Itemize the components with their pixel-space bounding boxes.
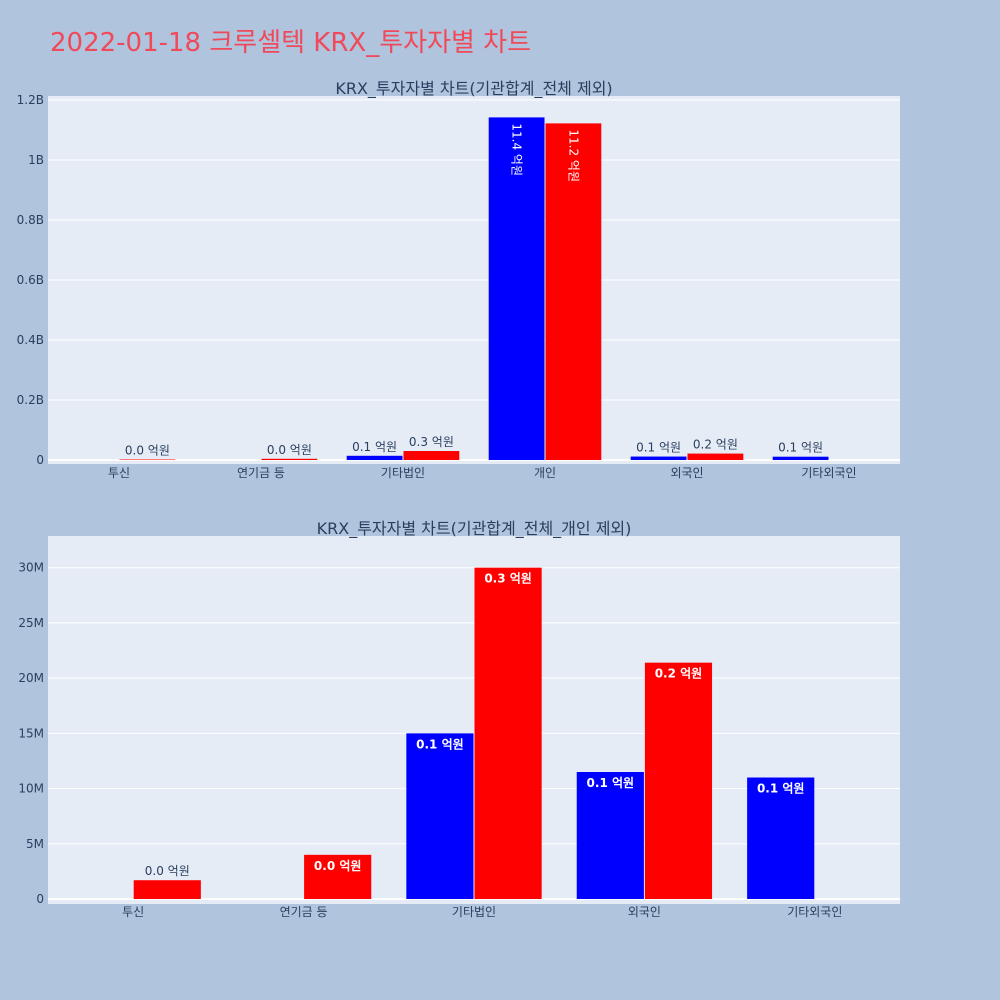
x-tick-label: 기타외국인 xyxy=(801,466,856,480)
x-tick-label: 기타법인 xyxy=(381,466,425,480)
x-tick-label: 투신 xyxy=(122,905,144,919)
blue-bar xyxy=(630,456,687,460)
bar-data-label: 0.1 억원 xyxy=(416,737,464,751)
blue-bar xyxy=(488,117,545,461)
red-bar xyxy=(474,567,542,899)
red-bar xyxy=(545,123,602,461)
red-bar xyxy=(133,880,201,899)
blue-bar xyxy=(772,456,829,460)
bar-data-label: 0.2 억원 xyxy=(655,667,703,681)
chart-subtitle: KRX_투자자별 차트(기관합계_전체 제외) xyxy=(335,79,612,99)
bar-data-label: 0.3 억원 xyxy=(409,435,454,449)
y-tick-label: 30M xyxy=(18,561,44,575)
blue-bar xyxy=(747,777,815,899)
bar-data-label: 0.1 억원 xyxy=(778,441,823,455)
blue-bar xyxy=(576,771,644,899)
lower-bar-chart: 0 5M 10M 15M 20M 25M 30M KRX_투자자별 차트(기관합계_전체_개인… xyxy=(18,519,900,919)
bar-data-label: 0.2 억원 xyxy=(693,438,738,452)
red-bar xyxy=(304,854,372,899)
blue-bar xyxy=(406,733,474,899)
bar-data-label: 11.2 억원 xyxy=(566,129,580,182)
bar-data-label: 0.0 억원 xyxy=(267,443,312,457)
x-tick-label: 기타법인 xyxy=(452,905,496,919)
bar-data-label: 0.1 억원 xyxy=(757,782,805,796)
page-title: 2022-01-18 크루셀텍 KRX_투자자별 차트 xyxy=(50,28,532,58)
red-bar xyxy=(403,451,460,460)
red-bar xyxy=(687,453,744,460)
y-tick-label: 0 xyxy=(36,892,44,906)
bar-data-label: 0.0 억원 xyxy=(145,864,190,878)
x-tick-label: 연기금 등 xyxy=(237,466,285,480)
y-tick-label: 10M xyxy=(18,782,44,796)
x-tick-label: 외국인 xyxy=(628,905,661,919)
y-tick-label: 15M xyxy=(18,726,44,740)
y-tick-label: 0 xyxy=(36,453,44,467)
bar-data-label: 0.0 억원 xyxy=(125,443,170,457)
y-tick-label: 25M xyxy=(18,616,44,630)
y-tick-label: 0.6B xyxy=(17,273,44,287)
y-tick-label: 1.2B xyxy=(17,93,44,107)
x-tick-label: 기타외국인 xyxy=(787,905,842,919)
bar-data-label: 0.1 억원 xyxy=(587,776,635,790)
y-tick-label: 20M xyxy=(18,671,44,685)
chart-subtitle: KRX_투자자별 차트(기관합계_전체_개인 제외) xyxy=(317,519,632,539)
y-tick-label: 5M xyxy=(26,837,44,851)
x-tick-label: 외국인 xyxy=(670,466,703,480)
x-tick-label: 투신 xyxy=(108,466,130,480)
red-bar xyxy=(644,662,713,899)
bar-data-label: 11.4 억원 xyxy=(510,123,524,176)
bar-data-label: 0.1 억원 xyxy=(636,441,681,455)
bar-data-label: 0.0 억원 xyxy=(314,859,362,873)
x-tick-label: 연기금 등 xyxy=(280,905,328,919)
blue-bar xyxy=(346,455,403,460)
upper-bar-chart: 0 0.2B 0.4B 0.6B 0.8B 1B 1.2B KRX_투자자별 차트(기관합계_… xyxy=(17,79,900,480)
red-bar xyxy=(119,459,176,460)
y-tick-label: 0.8B xyxy=(17,213,44,227)
bar-data-label: 0.1 억원 xyxy=(352,440,397,454)
y-tick-label: 0.4B xyxy=(17,333,44,347)
bar-data-label: 0.3 억원 xyxy=(484,572,532,586)
red-bar xyxy=(261,458,318,460)
y-tick-label: 1B xyxy=(28,153,44,167)
y-tick-label: 0.2B xyxy=(17,393,44,407)
x-tick-label: 개인 xyxy=(534,466,556,480)
